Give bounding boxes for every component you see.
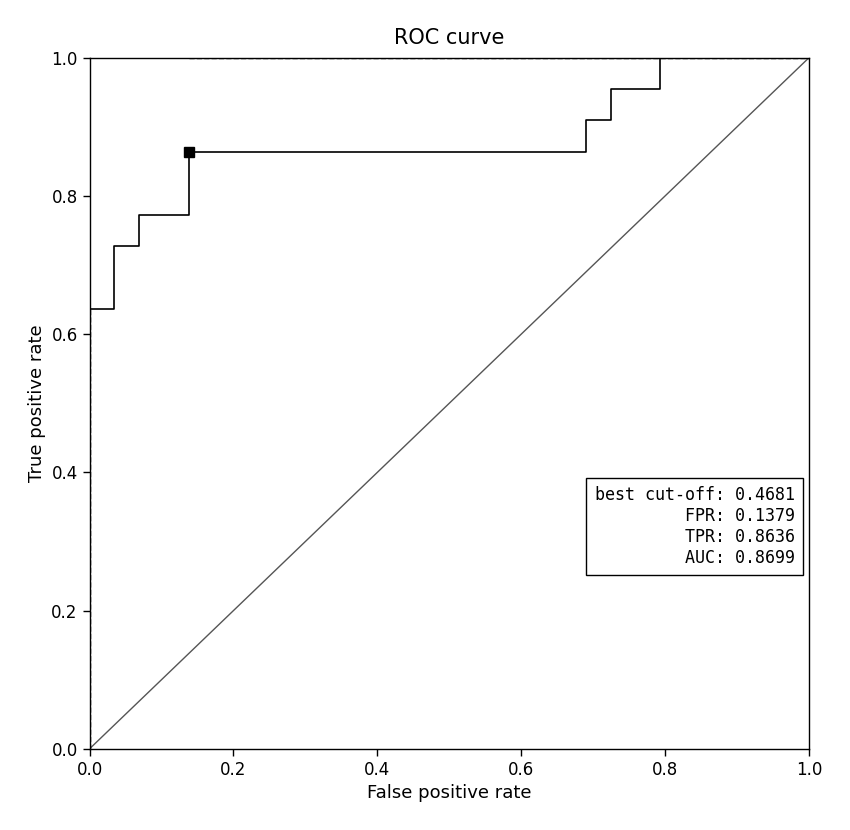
- Text: best cut-off: 0.4681
FPR: 0.1379
TPR: 0.8636
AUC: 0.8699: best cut-off: 0.4681 FPR: 0.1379 TPR: 0.…: [595, 486, 795, 567]
- Y-axis label: True positive rate: True positive rate: [28, 325, 46, 482]
- Title: ROC curve: ROC curve: [394, 27, 504, 48]
- X-axis label: False positive rate: False positive rate: [367, 784, 531, 803]
